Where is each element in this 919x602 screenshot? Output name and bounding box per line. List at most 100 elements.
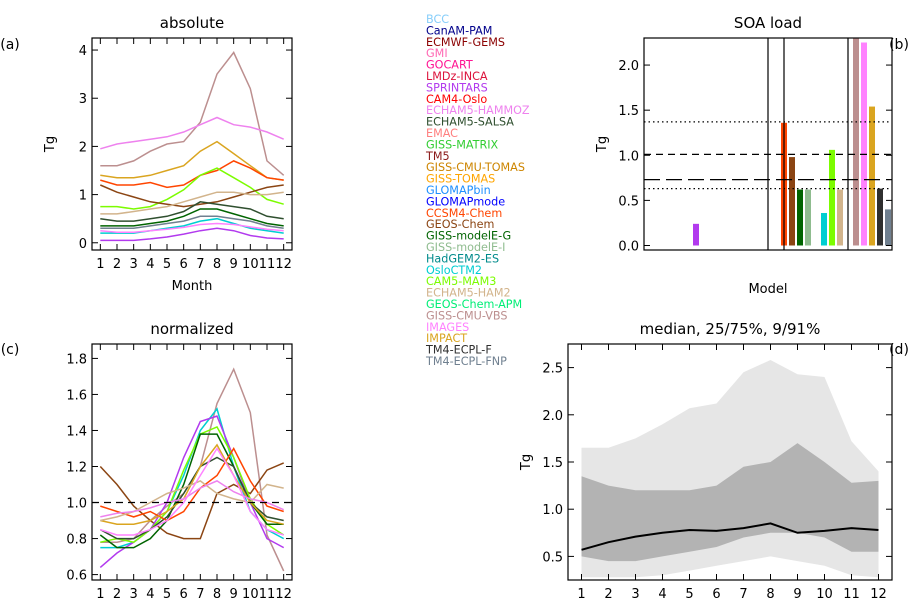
series-line bbox=[100, 201, 284, 222]
legend-entry: GISS-modelE-G bbox=[426, 230, 511, 243]
x-tick-label: 10 bbox=[242, 587, 259, 602]
legend-entry: GLOMAPbin bbox=[426, 184, 491, 197]
x-tick-label: 1 bbox=[577, 587, 585, 602]
bar bbox=[693, 223, 699, 246]
y-tick-label: 1.0 bbox=[618, 149, 639, 164]
legend-entry: BCC bbox=[426, 13, 449, 26]
y-tick-label: 0.8 bbox=[66, 533, 87, 548]
series-line bbox=[100, 167, 284, 210]
legend-entry: GMI bbox=[426, 47, 448, 60]
legend-entry: GOCART bbox=[426, 59, 473, 72]
series-line bbox=[100, 184, 284, 208]
y-tick-label: 1.8 bbox=[66, 352, 87, 367]
y-tick-label: 1.0 bbox=[542, 503, 563, 518]
plot-frame bbox=[91, 343, 293, 581]
bar bbox=[797, 189, 803, 246]
x-tick-label: 2 bbox=[113, 257, 121, 272]
chart-title: absolute bbox=[160, 14, 225, 32]
y-tick-label: 4 bbox=[79, 44, 87, 59]
x-tick-label: 4 bbox=[146, 587, 154, 602]
y-tick-label: 3 bbox=[79, 92, 87, 107]
y-tick-label: 1.5 bbox=[542, 456, 563, 471]
legend-entry: GLOMAPmode bbox=[426, 195, 505, 208]
legend-entry: EMAC bbox=[426, 127, 458, 140]
x-tick-label: 4 bbox=[658, 587, 666, 602]
x-tick-label: 9 bbox=[230, 257, 238, 272]
legend: BCCCanAM-PAMECMWF-GEMSGMIGOCARTLMDz-INCA… bbox=[425, 13, 530, 368]
x-tick-label: 7 bbox=[739, 587, 747, 602]
x-tick-label: 6 bbox=[180, 257, 188, 272]
chart-title: normalized bbox=[150, 320, 233, 338]
panel-label: (d) bbox=[889, 342, 909, 358]
y-axis-label: Tg bbox=[595, 136, 610, 153]
y-tick-label: 2.5 bbox=[542, 362, 563, 377]
series-line bbox=[100, 116, 284, 150]
x-tick-label: 7 bbox=[196, 587, 204, 602]
legend-entry: LMDz-INCA bbox=[426, 70, 488, 83]
legend-entry: HadGEM2-ES bbox=[426, 252, 499, 265]
x-tick-label: 9 bbox=[230, 587, 238, 602]
legend-entry: TM4-ECPL-F bbox=[425, 344, 492, 357]
legend-entry: ECHAM5-SALSA bbox=[426, 116, 514, 129]
x-axis-label: Month bbox=[172, 279, 213, 294]
legend-entry: CCSM4-Chem bbox=[426, 207, 502, 220]
y-tick-label: 0.5 bbox=[542, 550, 563, 565]
bar bbox=[821, 213, 827, 246]
x-tick-label: 5 bbox=[163, 587, 171, 602]
series-line bbox=[100, 160, 284, 189]
x-tick-label: 10 bbox=[242, 257, 259, 272]
x-tick-label: 8 bbox=[213, 257, 221, 272]
series-line bbox=[100, 217, 284, 234]
y-tick-label: 2.0 bbox=[618, 59, 639, 74]
y-tick-label: 1 bbox=[79, 189, 87, 204]
panel-label: (b) bbox=[889, 37, 909, 53]
y-tick-label: 1.5 bbox=[618, 104, 639, 119]
series-line bbox=[100, 227, 284, 242]
series-line bbox=[100, 222, 284, 233]
x-tick-label: 9 bbox=[793, 587, 801, 602]
y-tick-label: 2 bbox=[79, 140, 87, 155]
x-tick-label: 5 bbox=[685, 587, 693, 602]
x-tick-label: 11 bbox=[843, 587, 860, 602]
series-line bbox=[100, 443, 284, 525]
legend-entry: GEOS-Chem bbox=[426, 218, 494, 231]
x-tick-label: 12 bbox=[870, 587, 887, 602]
series-line bbox=[100, 446, 284, 522]
legend-entry: TM4-ECPL-FNP bbox=[425, 355, 507, 368]
x-tick-label: 5 bbox=[163, 257, 171, 272]
legend-entry: GISS-TOMAS bbox=[426, 173, 495, 186]
legend-entry: ECHAM5-HAM2 bbox=[426, 287, 511, 300]
bar bbox=[805, 189, 811, 246]
bar bbox=[869, 106, 875, 246]
series-line bbox=[100, 215, 284, 230]
x-tick-label: 12 bbox=[275, 587, 292, 602]
legend-entry: ECMWF-GEMS bbox=[426, 36, 505, 49]
x-tick-label: 6 bbox=[180, 587, 188, 602]
legend-entry: GISS-MATRIX bbox=[426, 138, 499, 151]
series-line bbox=[100, 480, 284, 518]
x-tick-label: 7 bbox=[196, 257, 204, 272]
series-line bbox=[100, 140, 284, 181]
x-tick-label: 11 bbox=[259, 257, 276, 272]
series-line bbox=[100, 191, 284, 215]
x-tick-label: 1 bbox=[96, 257, 104, 272]
x-tick-label: 3 bbox=[130, 587, 138, 602]
legend-entry: IMPACT bbox=[426, 332, 467, 345]
x-tick-label: 10 bbox=[816, 587, 833, 602]
legend-entry: TM5 bbox=[425, 150, 450, 163]
panel-label: (a) bbox=[0, 37, 20, 53]
x-tick-label: 4 bbox=[146, 257, 154, 272]
chart-title: SOA load bbox=[734, 14, 802, 32]
chart-title: median, 25/75%, 9/91% bbox=[640, 320, 821, 338]
y-axis-label: Tg bbox=[519, 454, 534, 471]
plot-area bbox=[644, 38, 892, 250]
legend-entry: CanAM-PAM bbox=[426, 24, 492, 37]
bar bbox=[861, 42, 867, 246]
bar bbox=[853, 38, 859, 246]
legend-entry: OsloCTM2 bbox=[426, 264, 482, 277]
x-tick-label: 1 bbox=[96, 587, 104, 602]
y-tick-label: 0.5 bbox=[618, 194, 639, 209]
x-axis-label: Model bbox=[748, 282, 787, 297]
